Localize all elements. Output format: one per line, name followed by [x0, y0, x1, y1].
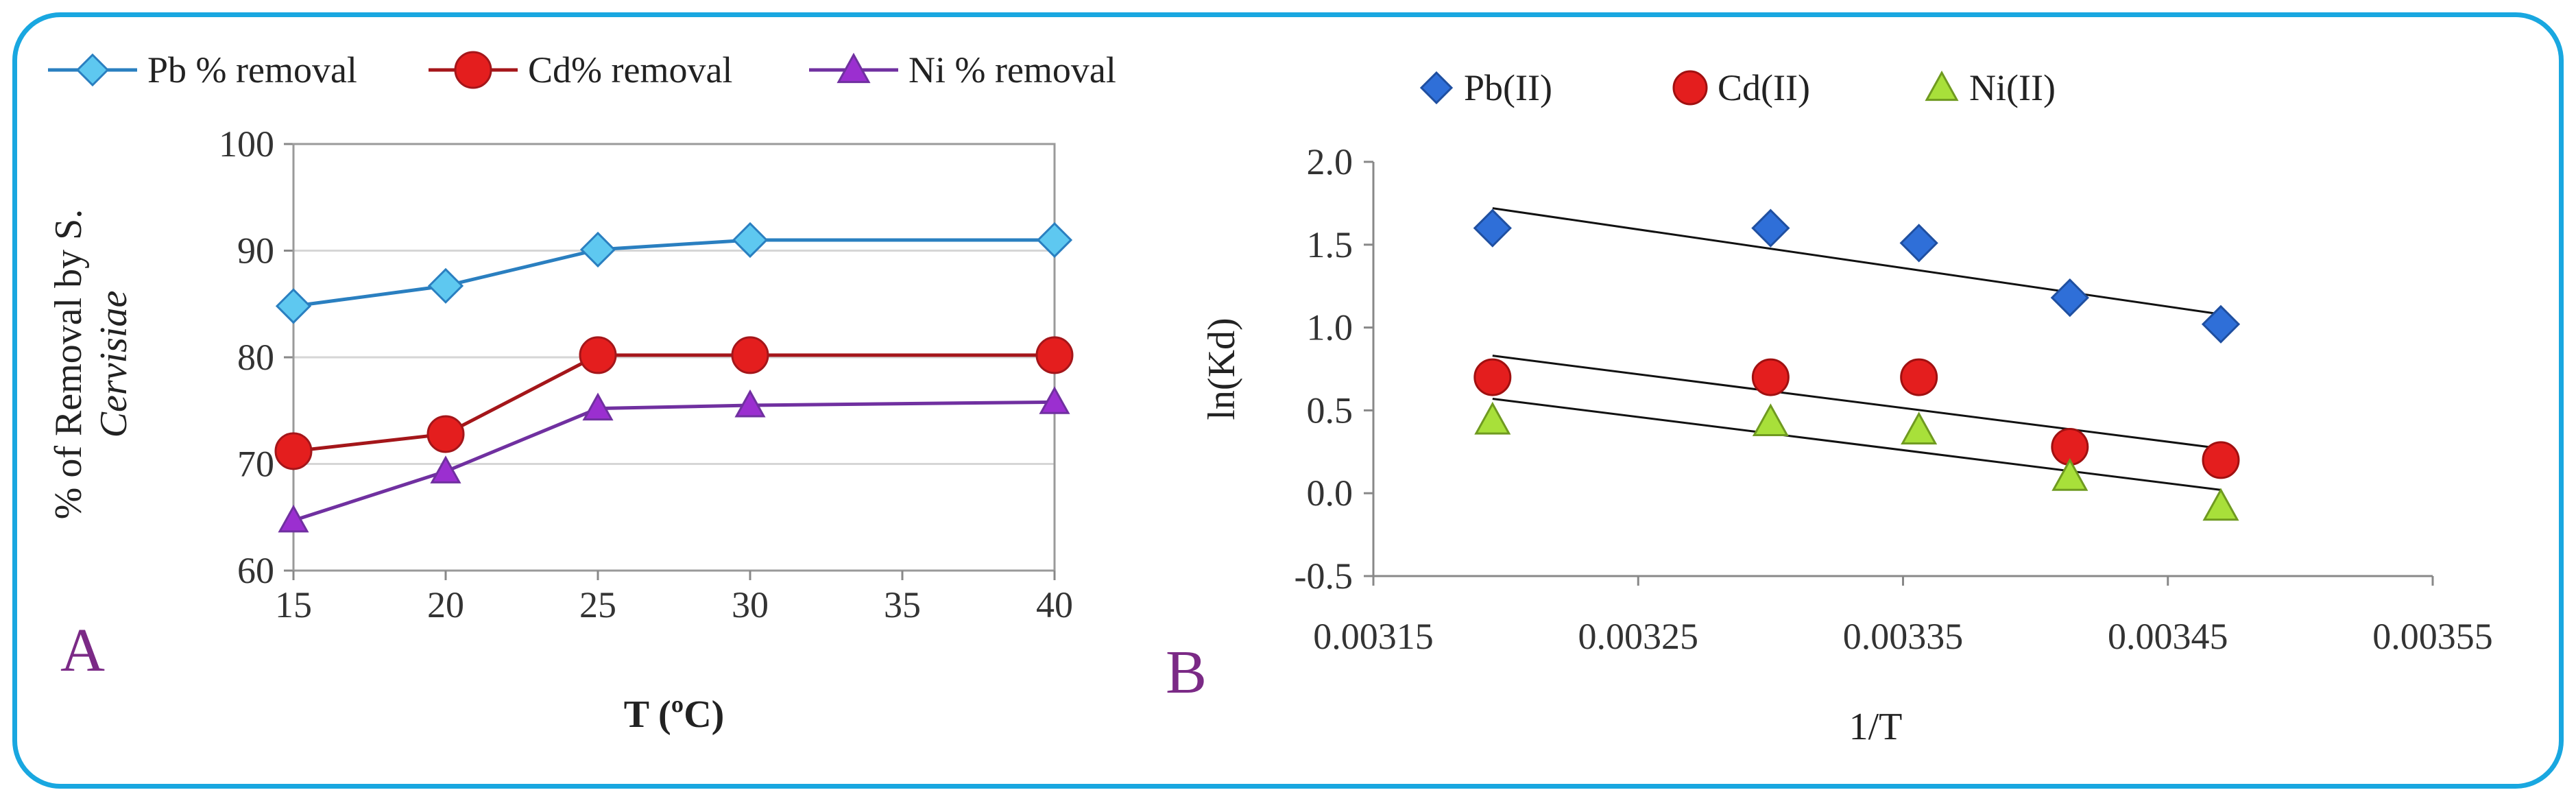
figure-frame [12, 12, 2564, 789]
panel-b-ytick-label: 2.0 [1307, 141, 1353, 182]
panel-b-xtick-label: 0.00345 [2108, 616, 2228, 657]
panel-a-y-axis-label-line1: % of Removal by S. [47, 209, 90, 520]
panel-b-ytick-label: 1.0 [1307, 307, 1353, 348]
panel-b-legend-marker-0 [1419, 71, 1454, 105]
panel-a-legend-label-2: Ni % removal [908, 49, 1116, 91]
panel-a-data-point-2 [1039, 386, 1070, 414]
panel-b-data-point-2 [2051, 457, 2089, 491]
panel-a-y-axis-label: % of Removal by S.Cervisiae [47, 209, 135, 520]
panel-b-data-point-2 [1752, 403, 1789, 437]
panel-a-series-line-2 [293, 400, 1055, 523]
panel-b-ytick-label: 1.5 [1307, 224, 1353, 265]
panel-a-data-point-1 [274, 432, 313, 470]
panel-a-ytick-label: 90 [237, 230, 274, 272]
panel-a-data-point-2 [582, 392, 614, 421]
panel-a-y-axis-label-line2: Cervisiae [93, 291, 135, 438]
panel-a-letter: A [60, 617, 105, 684]
panel-a-data-point-0 [275, 288, 312, 324]
panel-b-trendline-1 [1492, 355, 2222, 450]
panel-a-xtick-label: 40 [1036, 584, 1073, 625]
panel-b-y-axis-label: ln(Kd) [1201, 318, 1243, 420]
panel-b-trendline-2 [1492, 397, 2222, 491]
panel-b-data-point-1 [1900, 358, 1938, 396]
panel-b-legend-label-2: Ni(II) [1969, 67, 2056, 108]
panel-a-data-point-0 [579, 231, 616, 268]
panel-a-ytick-label: 60 [237, 550, 274, 591]
panel-b-legend-label-0: Pb(II) [1464, 67, 1552, 108]
panel-b-xtick-label: 0.00335 [1843, 616, 1964, 657]
panel-a-data-point-0 [427, 267, 464, 304]
panel-b-ytick-label: -0.5 [1295, 555, 1353, 597]
panel-a-legend-marker-1 [454, 51, 492, 89]
panel-a-legend-marker-0 [75, 53, 110, 87]
panel-a-data-point-1 [579, 336, 617, 374]
panel-a-xtick-label: 25 [579, 584, 616, 625]
panel-a-xtick-label: 30 [732, 584, 769, 625]
panel-b-xtick-label: 0.00325 [1578, 616, 1699, 657]
panel-a-data-point-2 [278, 504, 309, 533]
panel-a-ytick-label: 70 [237, 444, 274, 485]
panel-b-legend-marker-2 [1925, 70, 1959, 101]
panel-b-data-point-0 [2050, 278, 2089, 318]
panel-a-xtick-label: 20 [427, 584, 464, 625]
panel-b-ytick-label: 0.0 [1307, 473, 1353, 514]
panel-a-legend-marker-2 [836, 52, 871, 84]
panel-a-ytick-label: 80 [237, 337, 274, 378]
panel-a-data-point-1 [731, 336, 769, 374]
panel-a-data-point-1 [1035, 336, 1074, 374]
panel-b-data-point-1 [2202, 441, 2240, 479]
panel-b-data-point-2 [2202, 488, 2239, 521]
panel-b-ytick-label: 0.5 [1307, 390, 1353, 431]
panel-b-letter: B [1166, 638, 1207, 706]
panel-a-data-point-1 [426, 415, 465, 453]
panel-a-data-point-2 [430, 455, 461, 483]
panel-a-data-point-2 [734, 389, 766, 418]
panel-b-data-point-2 [1901, 411, 1938, 445]
panel-a-xtick-label: 35 [884, 584, 921, 625]
panel-b-data-point-2 [1474, 401, 1511, 435]
panel-a-xtick-label: 15 [275, 584, 312, 625]
panel-a-legend-label-0: Pb % removal [147, 49, 357, 91]
panel-b-legend-marker-1 [1672, 70, 1708, 106]
panel-a-legend-label-1: Cd% removal [528, 49, 732, 91]
panel-b-trendline-0 [1492, 207, 2222, 315]
panel-b-data-point-1 [1751, 358, 1790, 396]
panel-a-data-point-0 [1036, 222, 1073, 259]
panel-a-data-point-0 [732, 222, 769, 259]
panel-b-data-point-0 [1473, 208, 1512, 248]
panel-b-xtick-label: 0.00315 [1313, 616, 1434, 657]
panel-a-ytick-label: 100 [219, 123, 274, 165]
panel-b-data-point-0 [2201, 304, 2241, 344]
panel-b-data-point-1 [1473, 358, 1512, 396]
panel-b-xtick-label: 0.00355 [2372, 616, 2493, 657]
panel-a-x-axis-label: T (ºC) [624, 693, 725, 736]
panel-b-data-point-0 [1751, 208, 1790, 248]
panel-b-data-point-0 [1899, 224, 1938, 263]
panel-b-legend-label-1: Cd(II) [1718, 67, 1810, 108]
panel-b-x-axis-label: 1/T [1849, 706, 1903, 748]
